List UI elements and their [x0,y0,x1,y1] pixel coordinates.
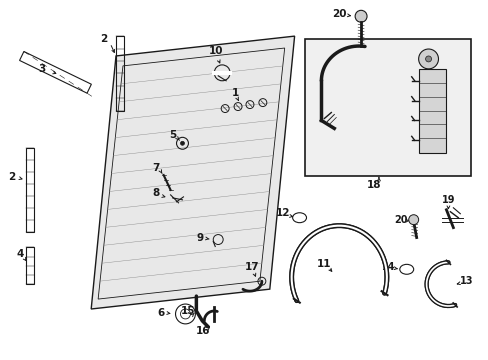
Text: 12: 12 [275,208,289,218]
Text: 11: 11 [317,259,331,269]
Text: 15: 15 [181,306,195,316]
Circle shape [408,215,418,225]
Text: 9: 9 [196,233,203,243]
Text: 4: 4 [16,249,23,260]
Text: 16: 16 [196,326,210,336]
Text: 13: 13 [459,276,472,286]
Circle shape [354,10,366,22]
Polygon shape [91,36,294,309]
Circle shape [425,56,431,62]
Circle shape [418,49,438,69]
Text: 5: 5 [168,130,176,140]
Text: 23: 23 [319,129,332,138]
Text: 21: 21 [446,52,459,62]
Text: 20: 20 [393,215,407,225]
Bar [418,69,446,153]
Text: 14: 14 [381,262,395,272]
Text: 8: 8 [152,188,159,198]
Text: 22: 22 [346,96,360,105]
Text: 20: 20 [331,9,346,19]
Text: 19: 19 [441,195,454,205]
Text: 17: 17 [244,262,259,272]
Text: 2: 2 [100,34,107,44]
Text: 18: 18 [366,180,381,190]
Text: 2: 2 [8,172,16,182]
Bar [304,39,470,176]
Text: 7: 7 [152,163,159,173]
Text: 10: 10 [208,46,223,56]
Circle shape [180,141,184,145]
Text: 3: 3 [38,64,45,74]
Text: 6: 6 [157,308,164,318]
Text: 1: 1 [231,88,238,98]
